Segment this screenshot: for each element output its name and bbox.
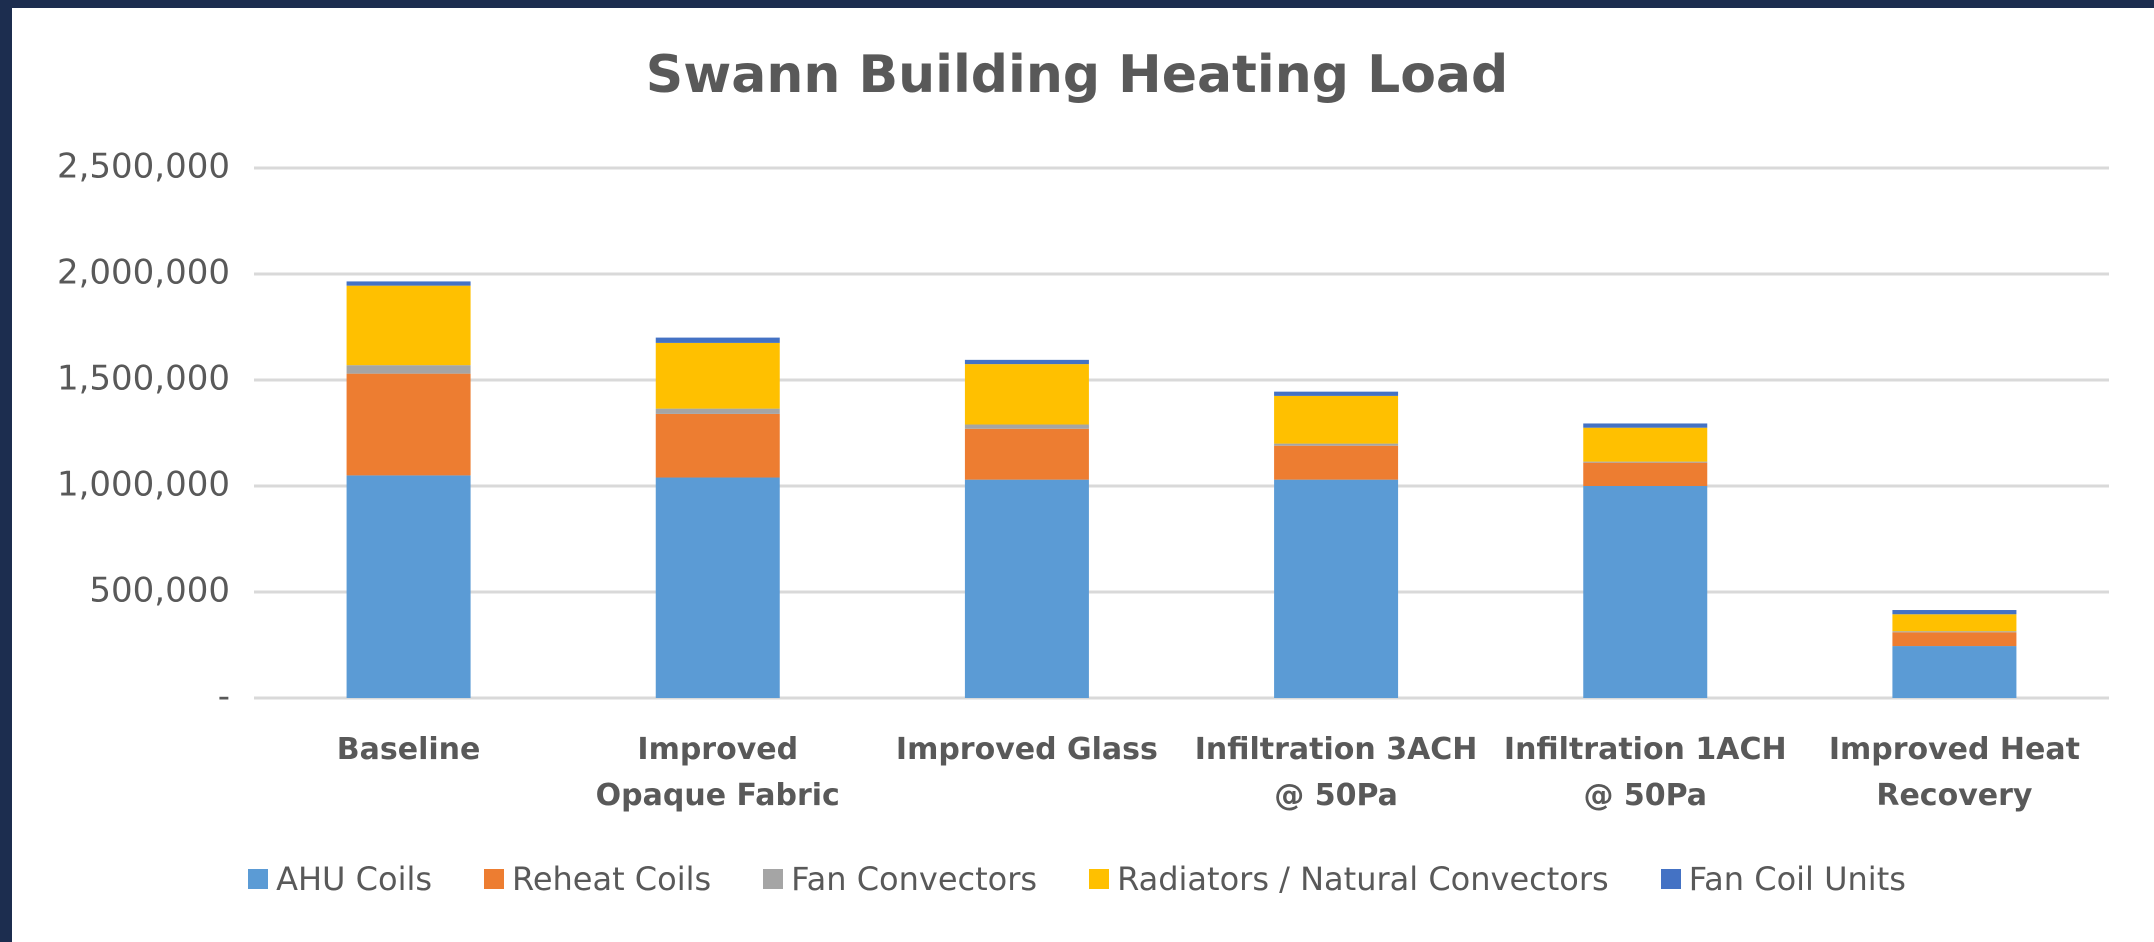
bar-segment: [1583, 427, 1708, 462]
bar-segment: [1583, 486, 1708, 698]
bar-segment: [1583, 461, 1708, 463]
bar-segment: [1274, 395, 1399, 444]
bar-segment: [964, 428, 1089, 480]
bar-segment: [1274, 443, 1399, 446]
bar-segment: [1892, 631, 2017, 633]
bar-segment: [346, 373, 471, 476]
legend-label: Fan Convectors: [791, 860, 1038, 898]
y-tick-label: 1,500,000: [57, 359, 230, 399]
bar-segment: [346, 285, 471, 366]
legend-swatch: [484, 869, 505, 889]
bar-segment: [655, 337, 780, 343]
y-tick-label: 2,000,000: [57, 253, 230, 293]
bar-segment: [655, 477, 780, 698]
legend-item: AHU Coils: [248, 860, 432, 898]
legend-item: Fan Convectors: [763, 860, 1037, 898]
legend: AHU Coils Reheat Coils Fan Convectors Radia…: [0, 860, 2154, 898]
y-tick-label: 2,500,000: [57, 147, 230, 187]
x-tick-label: Improved Heat Recovery: [1828, 732, 2080, 813]
y-tick-label: 1,000,000: [57, 465, 230, 505]
bar-segment: [1274, 479, 1399, 698]
legend-swatch: [763, 869, 784, 889]
legend-swatch: [248, 869, 269, 889]
y-tick-label: 500,000: [89, 571, 230, 611]
bar-segment: [1274, 445, 1399, 480]
legend-label: AHU Coils: [276, 860, 433, 898]
legend-label: Radiators / Natural Convectors: [1117, 860, 1609, 898]
bar-segment: [1274, 391, 1399, 396]
bar-segment: [346, 365, 471, 374]
bar-segment: [1892, 610, 2017, 615]
y-tick-label: -: [218, 677, 230, 717]
bar-segment: [1892, 646, 2017, 698]
x-tick-label: Improved Opaque Fabric: [595, 732, 840, 813]
bar-segment: [1892, 632, 2017, 647]
bar-segment: [655, 408, 780, 414]
legend-item: Radiators / Natural Convectors: [1089, 860, 1609, 898]
bar-segment: [655, 413, 780, 478]
bar-segment: [964, 364, 1089, 425]
x-tick-label: Baseline: [336, 732, 481, 767]
x-tick-label: Infiltration 3ACH @ 50Pa: [1194, 732, 1478, 813]
bar-segment: [1583, 462, 1708, 486]
bar-segment: [346, 475, 471, 698]
bar-segment: [346, 281, 471, 286]
bar-segment: [964, 359, 1089, 365]
chart-title: Swann Building Heating Load: [646, 45, 1509, 105]
legend-label: Reheat Coils: [512, 860, 712, 898]
x-tick-label: Infiltration 1ACH @ 50Pa: [1503, 732, 1787, 813]
bar-segment: [1892, 614, 2017, 632]
x-tick-label: Improved Glass: [895, 732, 1158, 767]
bar-segment: [964, 479, 1089, 698]
bar-segment: [964, 424, 1089, 429]
bar-segment: [1583, 423, 1708, 428]
legend-label: Fan Coil Units: [1688, 860, 1906, 898]
legend-item: Fan Coil Units: [1660, 860, 1906, 898]
bar-segment: [655, 342, 780, 409]
legend-swatch: [1660, 869, 1681, 889]
legend-item: Reheat Coils: [484, 860, 711, 898]
legend-swatch: [1089, 869, 1110, 889]
